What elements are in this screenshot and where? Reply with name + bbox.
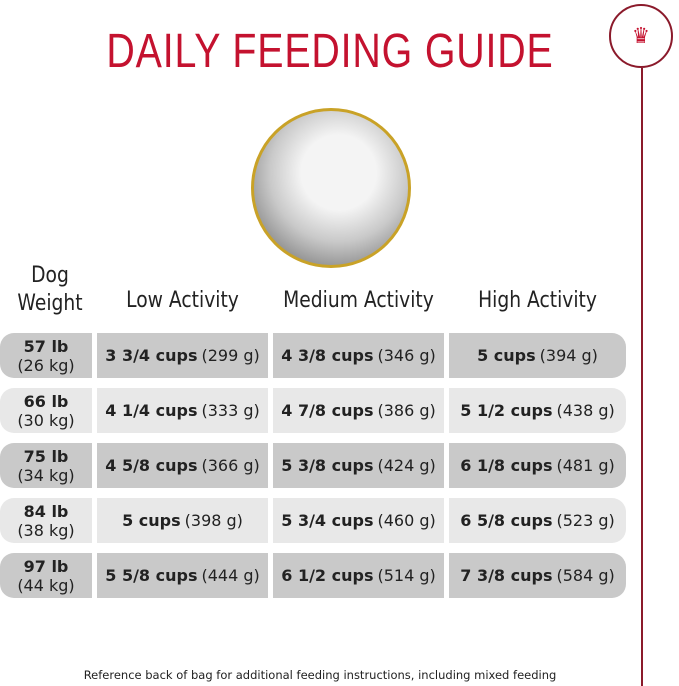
grams-value: (333 g): [201, 401, 260, 420]
low-activity-cell: 4 5/8 cups (366 g): [97, 443, 268, 488]
header-weight: Dog Weight: [8, 262, 93, 318]
cups-value: 6 5/8 cups: [460, 511, 553, 530]
weight-cell: 75 lb (34 kg): [0, 443, 92, 488]
footer-note: Reference back of bag for additional fee…: [83, 668, 557, 682]
weight-lb: 66 lb: [23, 391, 69, 411]
medium-activity-cell: 4 7/8 cups (386 g): [273, 388, 444, 433]
medium-activity-cell: 4 3/8 cups (346 g): [273, 333, 444, 378]
cups-value: 6 1/2 cups: [281, 566, 374, 585]
grams-value: (398 g): [184, 511, 243, 530]
high-activity-cell: 7 3/8 cups (584 g): [449, 553, 626, 598]
weight-lb: 97 lb: [23, 556, 69, 576]
high-activity-cell: 5 1/2 cups (438 g): [449, 388, 626, 433]
cups-value: 3 3/4 cups: [105, 346, 198, 365]
cups-value: 7 3/8 cups: [460, 566, 553, 585]
grams-value: (460 g): [377, 511, 436, 530]
cups-value: 4 1/4 cups: [105, 401, 198, 420]
cups-value: 4 3/8 cups: [281, 346, 374, 365]
header-medium: Medium Activity: [283, 288, 434, 313]
low-activity-cell: 4 1/4 cups (333 g): [97, 388, 268, 433]
cups-value: 5 3/8 cups: [281, 456, 374, 475]
weight-cell: 57 lb (26 kg): [0, 333, 92, 378]
grams-value: (366 g): [201, 456, 260, 475]
medium-activity-cell: 5 3/4 cups (460 g): [273, 498, 444, 543]
grams-value: (346 g): [377, 346, 436, 365]
grams-value: (386 g): [377, 401, 436, 420]
grams-value: (444 g): [201, 566, 260, 585]
weight-cell: 84 lb (38 kg): [0, 498, 92, 543]
grams-value: (438 g): [556, 401, 615, 420]
weight-kg: (26 kg): [17, 355, 75, 375]
weight-kg: (44 kg): [17, 575, 75, 595]
cups-value: 5 cups: [122, 511, 181, 530]
royal-canin-crown-icon: ♛: [609, 4, 673, 68]
cups-value: 5 1/2 cups: [460, 401, 553, 420]
header-low: Low Activity: [126, 288, 239, 313]
medium-activity-cell: 6 1/2 cups (514 g): [273, 553, 444, 598]
weight-lb: 75 lb: [23, 446, 69, 466]
grams-value: (394 g): [539, 346, 598, 365]
grams-value: (523 g): [556, 511, 615, 530]
weight-kg: (38 kg): [17, 520, 75, 540]
grams-value: (299 g): [201, 346, 260, 365]
high-activity-cell: 5 cups (394 g): [449, 333, 626, 378]
page-title: DAILY FEEDING GUIDE: [106, 25, 554, 78]
weight-lb: 57 lb: [23, 336, 69, 356]
weight-cell: 97 lb (44 kg): [0, 553, 92, 598]
header-weight-line2: Weight: [17, 291, 83, 316]
dog-image: [251, 108, 411, 268]
weight-kg: (30 kg): [17, 410, 75, 430]
low-activity-cell: 5 cups (398 g): [97, 498, 268, 543]
logo-divider-line: [641, 68, 643, 686]
high-activity-cell: 6 1/8 cups (481 g): [449, 443, 626, 488]
weight-lb: 84 lb: [23, 501, 69, 521]
cups-value: 4 7/8 cups: [281, 401, 374, 420]
cups-value: 4 5/8 cups: [105, 456, 198, 475]
cups-value: 5 3/4 cups: [281, 511, 374, 530]
low-activity-cell: 3 3/4 cups (299 g): [97, 333, 268, 378]
medium-activity-cell: 5 3/8 cups (424 g): [273, 443, 444, 488]
grams-value: (424 g): [377, 456, 436, 475]
grams-value: (584 g): [556, 566, 615, 585]
cups-value: 5 5/8 cups: [105, 566, 198, 585]
header-weight-line1: Dog: [31, 263, 69, 288]
cups-value: 5 cups: [477, 346, 536, 365]
grams-value: (514 g): [377, 566, 436, 585]
header-high: High Activity: [478, 288, 597, 313]
grams-value: (481 g): [556, 456, 615, 475]
high-activity-cell: 6 5/8 cups (523 g): [449, 498, 626, 543]
weight-kg: (34 kg): [17, 465, 75, 485]
low-activity-cell: 5 5/8 cups (444 g): [97, 553, 268, 598]
cups-value: 6 1/8 cups: [460, 456, 553, 475]
weight-cell: 66 lb (30 kg): [0, 388, 92, 433]
